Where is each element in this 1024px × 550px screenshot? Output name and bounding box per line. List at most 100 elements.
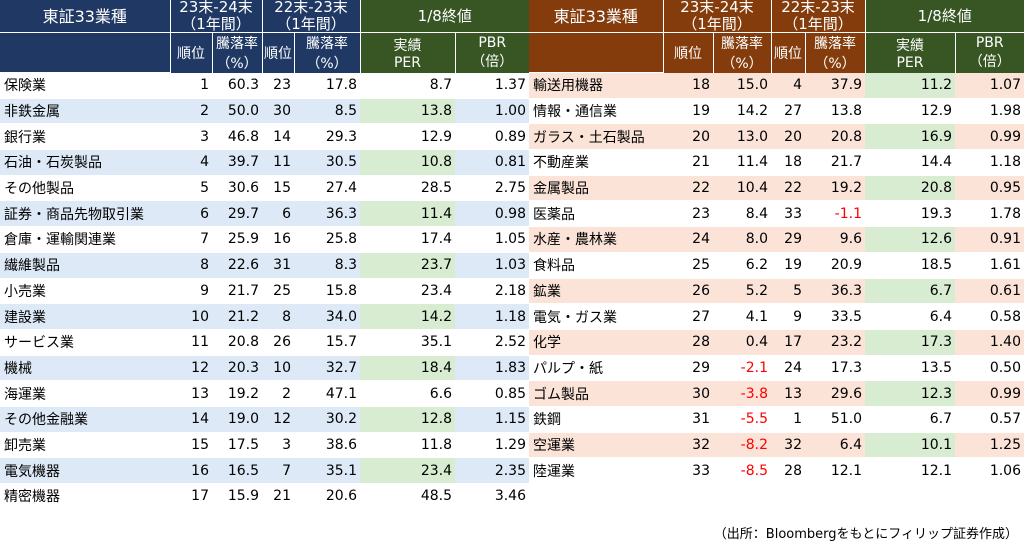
change-2023: 19.2	[805, 175, 865, 201]
rank-2023: 13	[771, 380, 805, 407]
change-2024: 10.4	[713, 175, 771, 201]
change-2024: 0.4	[713, 329, 771, 356]
rank-2024: 4	[170, 149, 212, 176]
sector-name: 小売業	[4, 283, 46, 300]
pbr-value: 1.83	[455, 355, 529, 381]
sector-name: 銀行業	[4, 129, 46, 146]
change-2024: 11.4	[736, 154, 768, 171]
sector-name: ガラス・土石製品	[529, 123, 663, 150]
change-2024: 22.6	[212, 252, 262, 278]
change-2023: 32.7	[294, 355, 360, 381]
pbr-value: 0.50	[989, 359, 1021, 376]
pbr-value: 0.91	[955, 226, 1024, 253]
table-row: 卸売業 15 17.5 3 38.6 11.8 1.29	[0, 432, 529, 458]
sector-name: 医薬品	[533, 206, 575, 223]
sector-name: 繊維製品	[0, 252, 170, 278]
rank-2023: 33	[784, 205, 802, 222]
table-row: 保険業 1 60.3 23 17.8 8.7 1.37	[0, 73, 529, 99]
per-value: 11.2	[865, 72, 955, 99]
change-2024: 5.2	[713, 278, 771, 304]
sector-name: その他製品	[4, 181, 74, 198]
rank-2024: 9	[200, 282, 209, 299]
rank-2024: 14	[170, 406, 212, 433]
sector-name: その他金融業	[0, 406, 170, 433]
change-2024: 60.3	[227, 77, 259, 94]
table-row: 金属製品 22 10.4 22 19.2 20.8 0.95	[529, 175, 1024, 201]
table-row: 海運業 13 19.2 2 47.1 6.6 0.85	[0, 381, 529, 407]
rank-2023: 31	[262, 252, 294, 278]
rank-2023: 12	[262, 406, 294, 433]
rank-2024: 21	[692, 154, 710, 171]
rank-2024: 8	[170, 252, 212, 278]
change-2024: 14.2	[736, 103, 768, 120]
left-table: 東証33業種 23末-24末 （1年間） 22末-23末 （1年間） 1/8終値 順…	[0, 0, 529, 510]
pbr-value: 0.89	[494, 128, 526, 145]
rank-2024: 2	[170, 98, 212, 124]
rank-2023: 24	[784, 359, 802, 376]
change-2024: -5.5	[740, 411, 768, 428]
rank-2024: 20	[663, 123, 713, 150]
change-2024: 15.9	[227, 488, 259, 505]
change-2024: 30.6	[227, 180, 259, 197]
rank-2023: 2	[282, 385, 291, 402]
sector-name: 鉱業	[529, 278, 663, 304]
rank-2024: 30	[663, 380, 713, 407]
rank-2023: 7	[262, 457, 294, 484]
table-row: 小売業 9 21.7 25 15.8 23.4 2.18	[0, 278, 529, 304]
table-row: 輸送用機器 18 15.0 4 37.9 11.2 1.07	[529, 72, 1024, 99]
rank-2023: 14	[273, 128, 291, 145]
per-value: 6.7	[929, 411, 952, 428]
change-2024: 4.1	[745, 308, 768, 325]
pbr-value: 1.98	[989, 103, 1021, 120]
rank-2023: 4	[771, 72, 805, 99]
change-2023: 12.1	[830, 462, 862, 479]
sector-name: 精密機器	[4, 489, 60, 506]
rank-2024: 33	[692, 462, 710, 479]
pbr-value: 1.15	[455, 406, 529, 433]
change-2024: -8.5	[740, 462, 768, 479]
rank-2024: 15	[191, 436, 209, 453]
pbr-value: 1.05	[494, 231, 526, 248]
change-2023: -1.1	[834, 205, 862, 222]
rank-2024: 10	[170, 303, 212, 330]
pbr-value: 0.85	[494, 385, 526, 402]
table-row: パルプ・紙 29 -2.1 24 17.3 13.5 0.50	[529, 355, 1024, 381]
table-row: 建設業 10 21.2 8 34.0 14.2 1.18	[0, 303, 529, 330]
pbr-header-right: PBR （倍）	[954, 32, 1024, 73]
change-2024: 13.0	[713, 123, 771, 150]
rank-2024: 32	[663, 432, 713, 458]
rank-2023: 27	[784, 103, 802, 120]
rank-2024: 19	[692, 103, 710, 120]
period-2023-header-right: 22末-23末 （1年間）	[770, 0, 865, 33]
change-2023: 36.3	[805, 278, 865, 304]
rank-2023: 21	[273, 488, 291, 505]
sector-name: 非鉄金属	[0, 98, 170, 124]
sector-name: 不動産業	[533, 155, 589, 172]
sector-name: 情報・通信業	[533, 104, 617, 121]
per-value: 28.5	[420, 180, 452, 197]
pbr-value: 2.75	[494, 180, 526, 197]
sector-name: 鉄鋼	[533, 412, 561, 429]
pbr-value: 1.29	[494, 436, 526, 453]
pbr-value: 1.18	[455, 303, 529, 330]
change-2023: 25.8	[325, 231, 357, 248]
table-row: 食料品 25 6.2 19 20.9 18.5 1.61	[529, 252, 1024, 278]
sector-name: 電気機器	[0, 457, 170, 484]
table-row: 陸運業 33 -8.5 28 12.1 12.1 1.06	[529, 458, 1024, 484]
per-value: 12.9	[920, 103, 952, 120]
per-value: 17.3	[865, 329, 955, 356]
rank-2023: 28	[784, 462, 802, 479]
change-2023: 13.8	[830, 103, 862, 120]
period-2023-header: 22末-23末 （1年間）	[261, 0, 360, 33]
change-2023: 8.5	[294, 98, 360, 124]
rank-2024: 7	[200, 231, 209, 248]
rank-2023-header: 順位	[261, 32, 294, 73]
sector-name: 機械	[0, 355, 170, 381]
rank-2024: 16	[170, 457, 212, 484]
sector-name: 食料品	[533, 258, 575, 275]
table-row: 電気・ガス業 27 4.1 9 33.5 6.4 0.58	[529, 304, 1024, 330]
change-2023: 17.8	[325, 77, 357, 94]
pbr-value: 1.78	[989, 205, 1021, 222]
change-2023: 15.8	[325, 282, 357, 299]
